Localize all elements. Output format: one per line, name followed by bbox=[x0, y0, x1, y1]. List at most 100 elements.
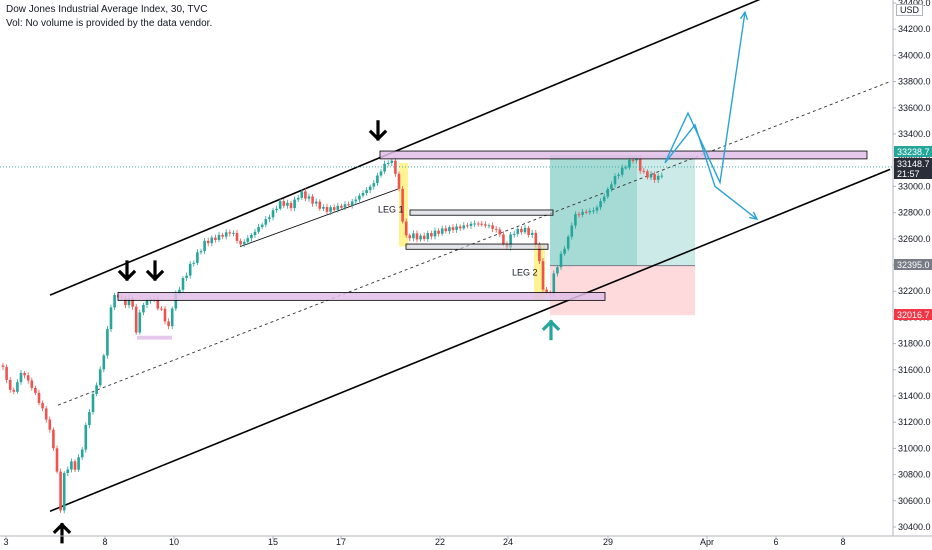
price-tag-bg bbox=[894, 158, 932, 169]
candle-down bbox=[163, 308, 167, 322]
candle-down bbox=[347, 204, 350, 206]
time-tick-label: 17 bbox=[336, 537, 346, 547]
candle-up bbox=[106, 329, 109, 356]
sr-zone-1 bbox=[117, 292, 606, 301]
candle-up bbox=[592, 210, 595, 212]
candle-down bbox=[325, 207, 329, 212]
candle-up bbox=[595, 207, 599, 211]
candle-up bbox=[77, 457, 80, 470]
candle-down bbox=[577, 214, 581, 216]
candle-down bbox=[653, 174, 656, 180]
candle-up bbox=[343, 204, 347, 208]
candle-up bbox=[307, 196, 311, 199]
price-tag-bg bbox=[894, 309, 932, 320]
projection-path-2 bbox=[664, 123, 758, 220]
minor-trendline bbox=[239, 188, 399, 248]
channel-lower-line bbox=[49, 168, 891, 513]
candle-up bbox=[473, 223, 476, 225]
sr-zone-3 bbox=[137, 335, 172, 340]
candle-up bbox=[365, 190, 368, 193]
price-tick-label: 31800.0 bbox=[898, 339, 931, 349]
candle-down bbox=[26, 375, 30, 381]
candle-up bbox=[293, 199, 296, 209]
time-tick-label: 3 bbox=[3, 537, 8, 547]
candle-up bbox=[196, 252, 199, 263]
candle-up bbox=[19, 372, 23, 383]
candle-up bbox=[102, 355, 106, 370]
price-tick-label: 32800.0 bbox=[898, 208, 931, 218]
candle-down bbox=[502, 234, 505, 245]
candle-down bbox=[631, 159, 635, 161]
candle-up bbox=[376, 175, 379, 184]
candle-down bbox=[311, 196, 314, 204]
candle-up bbox=[322, 207, 325, 209]
price-tick-label: 32600.0 bbox=[898, 234, 931, 244]
candle-down bbox=[642, 170, 646, 172]
candle-up bbox=[257, 227, 260, 232]
candle-up bbox=[602, 196, 606, 202]
candle-up bbox=[300, 191, 304, 198]
price-tick-label: 30800.0 bbox=[898, 470, 931, 480]
price-tick-label: 33800.0 bbox=[898, 77, 931, 87]
candle-up bbox=[192, 262, 196, 264]
candle-up bbox=[210, 237, 214, 244]
time-tick-label: 10 bbox=[169, 537, 179, 547]
candle-down bbox=[340, 205, 343, 208]
marker-arrow-1 bbox=[368, 120, 388, 142]
leg-highlight-2 bbox=[534, 244, 545, 301]
price-tag-bg bbox=[894, 146, 932, 157]
candle-up bbox=[433, 230, 437, 237]
candle-up bbox=[91, 393, 95, 413]
candle-down bbox=[167, 321, 170, 327]
candle-down bbox=[59, 471, 62, 511]
range-box-1 bbox=[409, 209, 554, 216]
candle-down bbox=[430, 233, 433, 237]
candle-up bbox=[613, 176, 617, 185]
candle-up bbox=[350, 201, 354, 206]
candle-up bbox=[80, 449, 84, 458]
candle-up bbox=[516, 228, 520, 234]
candle-down bbox=[397, 173, 401, 189]
price-axis-bg bbox=[893, 0, 932, 550]
currency-badge[interactable]: USD bbox=[896, 4, 924, 16]
candle-up bbox=[368, 186, 372, 191]
candle-up bbox=[383, 163, 386, 172]
candle-up bbox=[379, 171, 383, 176]
price-tick-label: 34200.0 bbox=[898, 24, 931, 34]
leg-label-2: LEG 2 bbox=[512, 267, 538, 277]
leg-label-1: LEG 1 bbox=[378, 205, 404, 215]
candle-up bbox=[178, 289, 181, 294]
stop-zone bbox=[550, 265, 695, 316]
candle-up bbox=[559, 253, 563, 268]
candle-down bbox=[131, 298, 134, 307]
candle-down bbox=[404, 221, 408, 236]
candle-down bbox=[73, 461, 77, 470]
candle-up bbox=[188, 263, 192, 276]
candle-up bbox=[278, 201, 282, 209]
candle-down bbox=[34, 387, 37, 393]
candle-up bbox=[419, 235, 422, 240]
candle-up bbox=[336, 205, 340, 210]
candle-down bbox=[37, 392, 41, 404]
candle-down bbox=[480, 223, 484, 225]
price-tick-label: 32200.0 bbox=[898, 286, 931, 296]
candle-up bbox=[109, 307, 113, 330]
candle-up bbox=[620, 167, 624, 175]
candle-down bbox=[401, 188, 404, 222]
marker-arrow-3 bbox=[145, 260, 165, 282]
candle-up bbox=[552, 273, 556, 294]
candle-up bbox=[390, 160, 394, 163]
candle-up bbox=[624, 167, 628, 169]
time-tick-label: 22 bbox=[435, 537, 445, 547]
candle-down bbox=[124, 298, 127, 306]
chart-title: Dow Jones Industrial Average Index, 30, … bbox=[6, 4, 208, 15]
candle-up bbox=[275, 208, 278, 211]
candle-down bbox=[160, 308, 163, 310]
candle-down bbox=[394, 160, 397, 174]
candle-down bbox=[318, 201, 322, 209]
candle-up bbox=[232, 232, 235, 234]
candle-up bbox=[268, 217, 271, 220]
candle-down bbox=[538, 244, 541, 262]
time-tick-label: Apr bbox=[700, 537, 714, 547]
